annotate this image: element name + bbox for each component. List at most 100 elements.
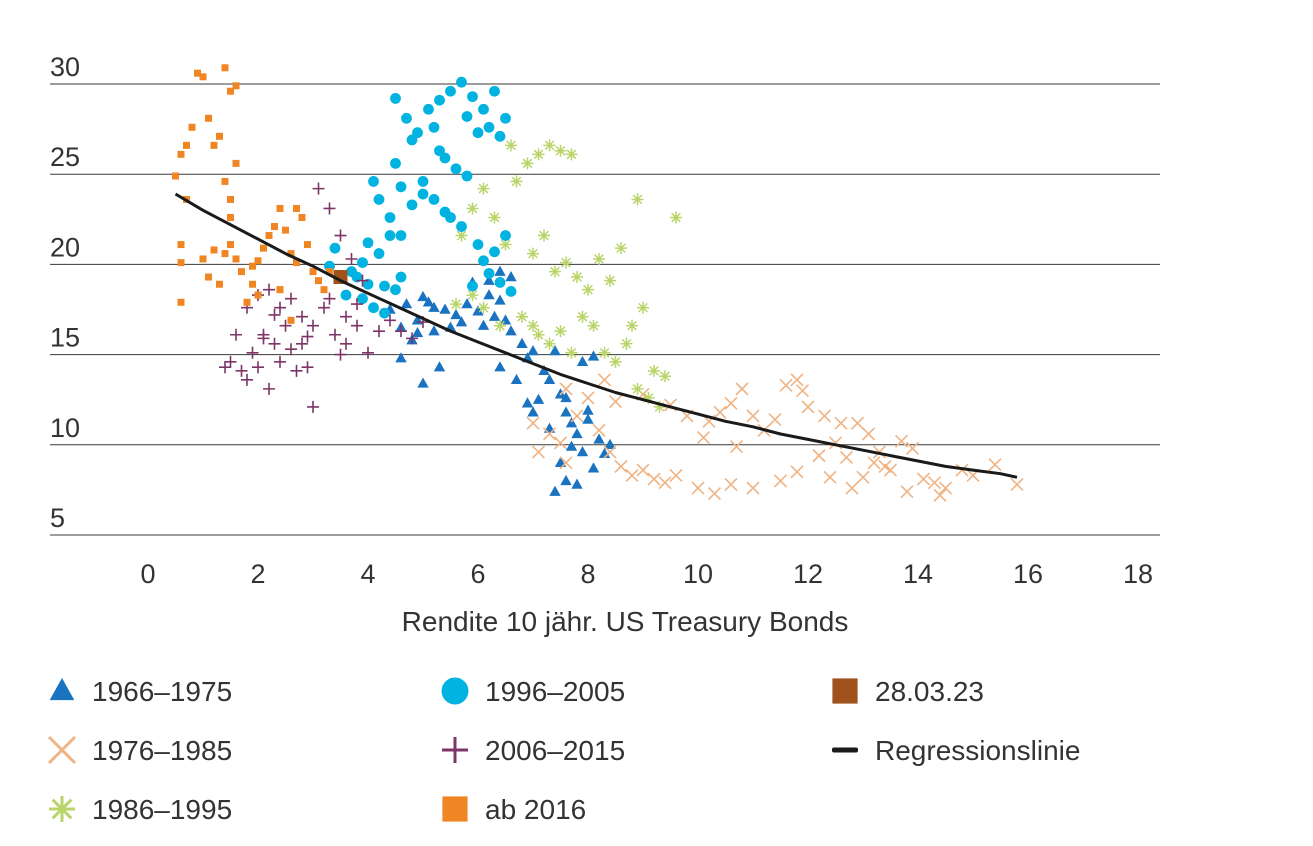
data-point: [177, 150, 185, 158]
data-point: [488, 310, 501, 321]
data-point: [549, 344, 561, 356]
data-point: [268, 337, 281, 350]
data-point: [333, 270, 348, 285]
data-point: [878, 459, 892, 474]
data-point: [401, 112, 412, 124]
data-point: [500, 230, 511, 241]
data-point: [527, 319, 539, 332]
data-point: [553, 436, 568, 450]
data-point: [268, 308, 281, 321]
data-point: [516, 337, 528, 348]
data-point: [571, 271, 583, 284]
data-point: [296, 310, 308, 323]
y-tick-label: 10: [50, 413, 80, 443]
data-point: [285, 292, 297, 305]
data-point: [1010, 477, 1024, 492]
data-point: [227, 241, 234, 249]
data-point: [669, 468, 683, 483]
legend-swatch: [47, 735, 77, 765]
data-point: [477, 319, 490, 330]
data-point: [172, 172, 179, 180]
gridlines: [50, 83, 1160, 536]
data-point: [221, 177, 229, 185]
data-points: [172, 64, 1024, 502]
series-group: [172, 64, 333, 324]
data-point: [307, 319, 319, 332]
data-point: [521, 397, 534, 408]
data-point: [298, 213, 306, 221]
data-point: [395, 230, 407, 241]
data-point: [417, 188, 429, 200]
data-point: [340, 337, 352, 350]
series-group: [333, 270, 348, 285]
data-point: [177, 259, 185, 267]
data-point: [549, 485, 561, 496]
data-point: [230, 328, 242, 341]
data-point: [219, 361, 231, 374]
data-point: [543, 422, 556, 433]
data-point: [845, 481, 859, 495]
data-point: [216, 132, 223, 140]
data-point: [839, 450, 854, 464]
data-point: [296, 337, 308, 350]
data-point: [428, 121, 440, 133]
x-tick-label: 16: [1013, 559, 1043, 589]
data-point: [510, 175, 523, 188]
data-point: [329, 328, 341, 341]
data-point: [466, 202, 479, 215]
data-point: [582, 413, 594, 424]
data-point: [249, 280, 256, 288]
data-point: [368, 176, 379, 187]
data-point: [527, 406, 539, 417]
legend-label: 2006–2015: [485, 735, 625, 766]
data-point: [194, 69, 201, 77]
data-point: [527, 344, 539, 356]
data-point: [346, 266, 357, 278]
data-point: [477, 182, 490, 195]
data-point: [615, 242, 627, 255]
data-point: [243, 298, 251, 306]
x-tick-label: 4: [360, 559, 375, 589]
x-tick-label: 8: [580, 559, 595, 589]
data-point: [560, 406, 572, 417]
data-point: [494, 130, 506, 142]
legend-label: 1996–2005: [485, 676, 625, 707]
legend-swatch: [49, 796, 75, 822]
data-point: [450, 163, 462, 175]
data-point: [450, 308, 462, 320]
data-point: [505, 286, 517, 297]
x-tick-label: 0: [140, 559, 155, 589]
data-point: [318, 301, 330, 314]
data-point: [603, 445, 617, 459]
data-point: [527, 247, 539, 260]
data-point: [538, 364, 550, 376]
data-point: [406, 199, 418, 211]
data-point: [411, 326, 424, 338]
data-point: [658, 476, 672, 490]
data-point: [642, 391, 655, 404]
legend-label: Regressionslinie: [875, 735, 1080, 766]
data-point: [478, 255, 489, 267]
data-point: [724, 396, 738, 410]
data-point: [526, 416, 540, 430]
data-point: [455, 229, 468, 242]
data-point: [205, 114, 212, 122]
data-point: [604, 274, 616, 287]
y-tick-label: 30: [50, 52, 80, 82]
data-point: [390, 284, 401, 296]
data-point: [499, 314, 512, 325]
series-group: [384, 265, 616, 496]
data-point: [329, 242, 341, 254]
data-point: [373, 248, 385, 259]
data-point: [576, 355, 589, 367]
y-tick-label: 20: [50, 232, 80, 262]
data-point: [933, 488, 947, 502]
data-point: [254, 291, 262, 299]
data-point: [326, 268, 333, 276]
data-point: [205, 273, 212, 281]
data-point: [356, 274, 369, 287]
data-point: [938, 481, 953, 495]
data-point: [696, 431, 711, 445]
data-point: [576, 446, 589, 457]
data-point: [461, 111, 473, 122]
